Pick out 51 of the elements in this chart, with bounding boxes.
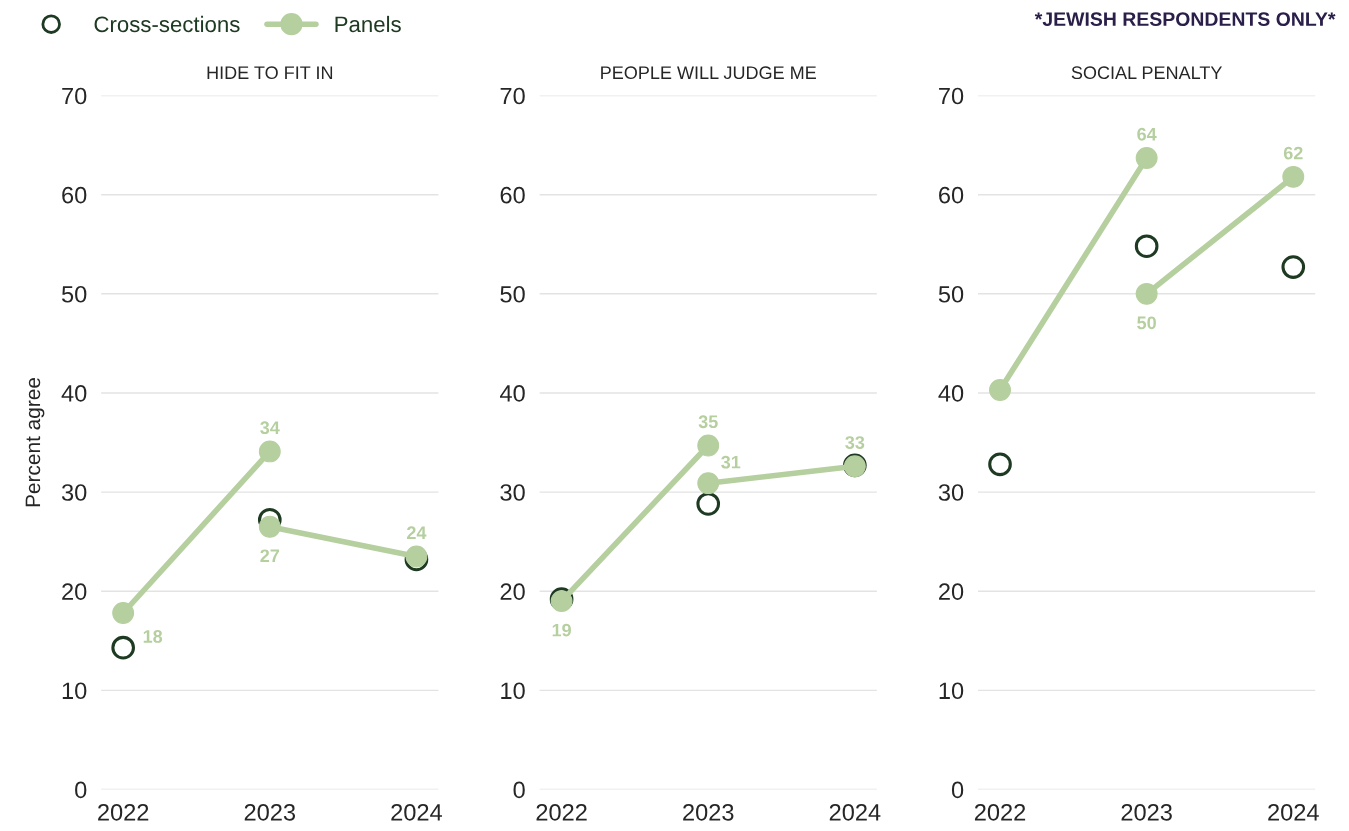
y-tick-label: 60 — [939, 186, 964, 204]
data-label: 35 — [698, 415, 718, 429]
text: *JEWISH RESPONDENTS ONLY* — [1034, 12, 1336, 26]
y-tick-label: 70 — [62, 87, 87, 105]
y-tick-label: 10 — [501, 682, 525, 700]
x-tick-label: 2024 — [1268, 803, 1319, 821]
y-tick-label: 50 — [61, 285, 87, 303]
chart-title: PEOPLE WILL JUDGE ME — [601, 66, 816, 80]
y-tick-label: 60 — [62, 186, 87, 204]
y-tick-label: 60 — [500, 186, 525, 204]
x-tick-label: 2024 — [391, 803, 442, 821]
data-label: 24 — [407, 526, 427, 539]
data-label: 33 — [845, 436, 865, 449]
y-tick-label: 40 — [938, 385, 964, 402]
y-tick-label: 40 — [499, 385, 525, 402]
data-label: 19 — [552, 623, 571, 637]
x-tick-label: 2023 — [683, 803, 734, 821]
legend-label: Panels — [335, 15, 401, 33]
x-tick-label: 2022 — [974, 803, 1026, 821]
x-tick-label: 2022 — [98, 803, 149, 821]
chart-title: SOCIAL PENALTY — [1071, 66, 1223, 80]
chart-title: HIDE TO FIT IN — [207, 66, 333, 80]
y-tick-label: 20 — [500, 583, 525, 600]
data-label: 64 — [1137, 127, 1157, 141]
data-label: 34 — [260, 421, 280, 435]
data-label: 18 — [143, 630, 163, 643]
legend-label: Cross-sections — [94, 15, 240, 33]
data-label: 62 — [1283, 146, 1303, 160]
y-tick-label: 70 — [939, 87, 964, 105]
y-tick-label: 0 — [75, 781, 87, 799]
data-label: 27 — [260, 549, 280, 562]
y-tick-label: 20 — [62, 583, 87, 600]
x-tick-label: 2024 — [829, 803, 881, 821]
y-tick-label: 0 — [951, 781, 964, 799]
data-label: 50 — [1137, 316, 1156, 330]
y-tick-label: 50 — [500, 285, 525, 303]
y-tick-label: 50 — [938, 285, 964, 303]
y-tick-label: 0 — [513, 781, 525, 799]
y-tick-label: 70 — [500, 87, 525, 105]
x-tick-label: 2023 — [244, 803, 296, 821]
y-axis-title: Percent agree — [25, 377, 45, 507]
data-label: 31 — [721, 455, 741, 469]
y-tick-label: 40 — [61, 385, 87, 402]
y-tick-label: 30 — [61, 484, 87, 501]
x-tick-label: 2022 — [536, 803, 587, 821]
y-tick-label: 10 — [62, 682, 87, 700]
y-tick-label: 20 — [939, 583, 964, 600]
y-tick-label: 30 — [500, 484, 525, 501]
y-tick-label: 10 — [939, 682, 964, 700]
x-tick-label: 2023 — [1121, 803, 1172, 821]
y-tick-label: 30 — [938, 484, 964, 501]
